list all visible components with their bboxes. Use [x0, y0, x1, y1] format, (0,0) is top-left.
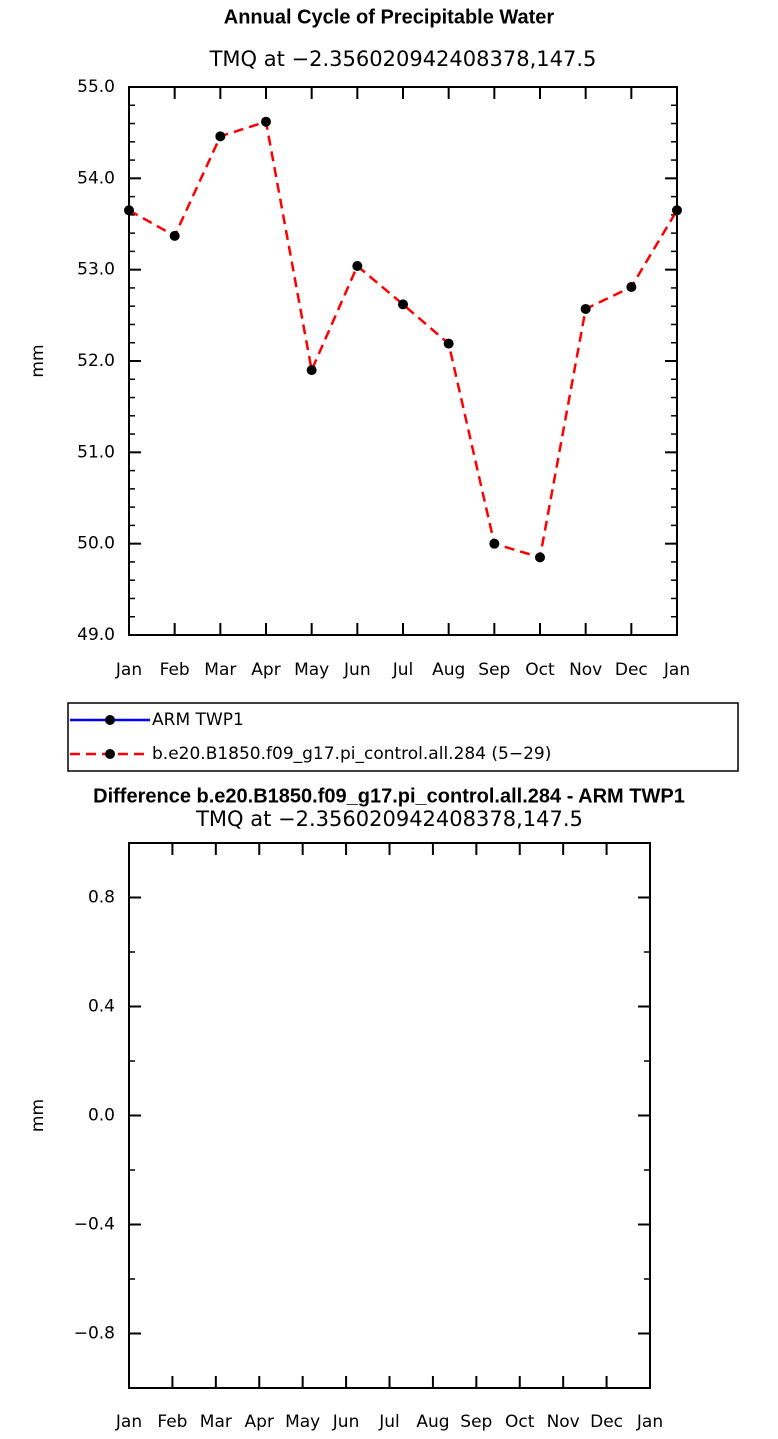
legend-box: [67, 702, 739, 772]
y-tick-label: 53.0: [77, 260, 115, 280]
data-point: [215, 131, 226, 142]
chart-subtitle: TMQ at −2.356020942408378,147.5: [195, 807, 583, 831]
y-tick-label: 52.0: [77, 351, 115, 371]
x-tick-label: Oct: [525, 660, 555, 680]
data-point: [443, 338, 454, 349]
x-tick-label: Aug: [432, 660, 465, 680]
data-point: [535, 552, 545, 563]
data-point: [626, 282, 637, 293]
x-tick-label: Aug: [416, 1412, 449, 1432]
x-tick-label: May: [294, 660, 329, 680]
y-axis-title: mm: [28, 1099, 48, 1132]
legend-label: ARM TWP1: [152, 710, 244, 730]
x-tick-label: Apr: [251, 660, 280, 680]
data-point: [124, 205, 134, 216]
x-tick-label: Nov: [547, 1412, 580, 1432]
x-tick-label: Jan: [663, 660, 690, 680]
x-tick-label: Oct: [505, 1412, 535, 1432]
x-tick-label: Feb: [157, 1412, 187, 1432]
legend-label: b.e20.B1850.f09_g17.pi_control.all.284 (…: [152, 744, 551, 764]
y-tick-label: 51.0: [77, 442, 115, 462]
y-tick-label: −0.8: [74, 1324, 115, 1344]
chart-title: Difference b.e20.B1850.f09_g17.pi_contro…: [93, 785, 685, 807]
x-tick-label: Jun: [332, 1412, 360, 1432]
plot-frame: [128, 842, 651, 1389]
y-tick-label: 0.4: [88, 997, 115, 1017]
x-tick-label: Mar: [204, 660, 236, 680]
y-tick-label: 49.0: [77, 625, 115, 645]
data-point: [261, 116, 271, 127]
data-point: [489, 538, 500, 549]
y-tick-label: 55.0: [77, 77, 115, 97]
chart-subtitle: TMQ at −2.356020942408378,147.5: [209, 47, 597, 71]
data-point: [398, 299, 408, 310]
x-tick-label: Dec: [590, 1412, 623, 1432]
chart-title: Annual Cycle of Precipitable Water: [224, 6, 555, 28]
x-tick-label: Dec: [615, 660, 648, 680]
plot-frame: [128, 86, 678, 636]
data-point: [352, 261, 363, 272]
legend-marker: [105, 715, 115, 725]
x-tick-label: Jan: [115, 1412, 142, 1432]
data-point: [169, 230, 180, 241]
y-tick-label: 54.0: [77, 168, 115, 188]
legend-marker: [105, 749, 115, 759]
x-tick-label: Jul: [378, 1412, 400, 1432]
x-tick-label: Jan: [115, 660, 142, 680]
x-tick-label: Apr: [245, 1412, 274, 1432]
x-tick-label: Jan: [636, 1412, 663, 1432]
y-tick-label: −0.4: [74, 1215, 115, 1235]
data-point: [672, 205, 682, 216]
data-point: [306, 365, 317, 376]
x-tick-label: Jun: [343, 660, 371, 680]
y-tick-label: 0.8: [88, 888, 115, 908]
y-tick-label: 50.0: [77, 534, 115, 554]
data-point: [580, 303, 591, 314]
x-tick-label: Sep: [460, 1412, 492, 1432]
y-tick-label: 0.0: [88, 1106, 115, 1126]
x-tick-label: May: [285, 1412, 320, 1432]
x-tick-label: Nov: [569, 660, 602, 680]
x-tick-label: Feb: [160, 660, 190, 680]
series-line: [128, 120, 679, 559]
x-tick-label: Jul: [392, 660, 414, 680]
y-axis-title: mm: [28, 344, 48, 377]
x-tick-label: Mar: [200, 1412, 232, 1432]
x-tick-label: Sep: [478, 660, 510, 680]
